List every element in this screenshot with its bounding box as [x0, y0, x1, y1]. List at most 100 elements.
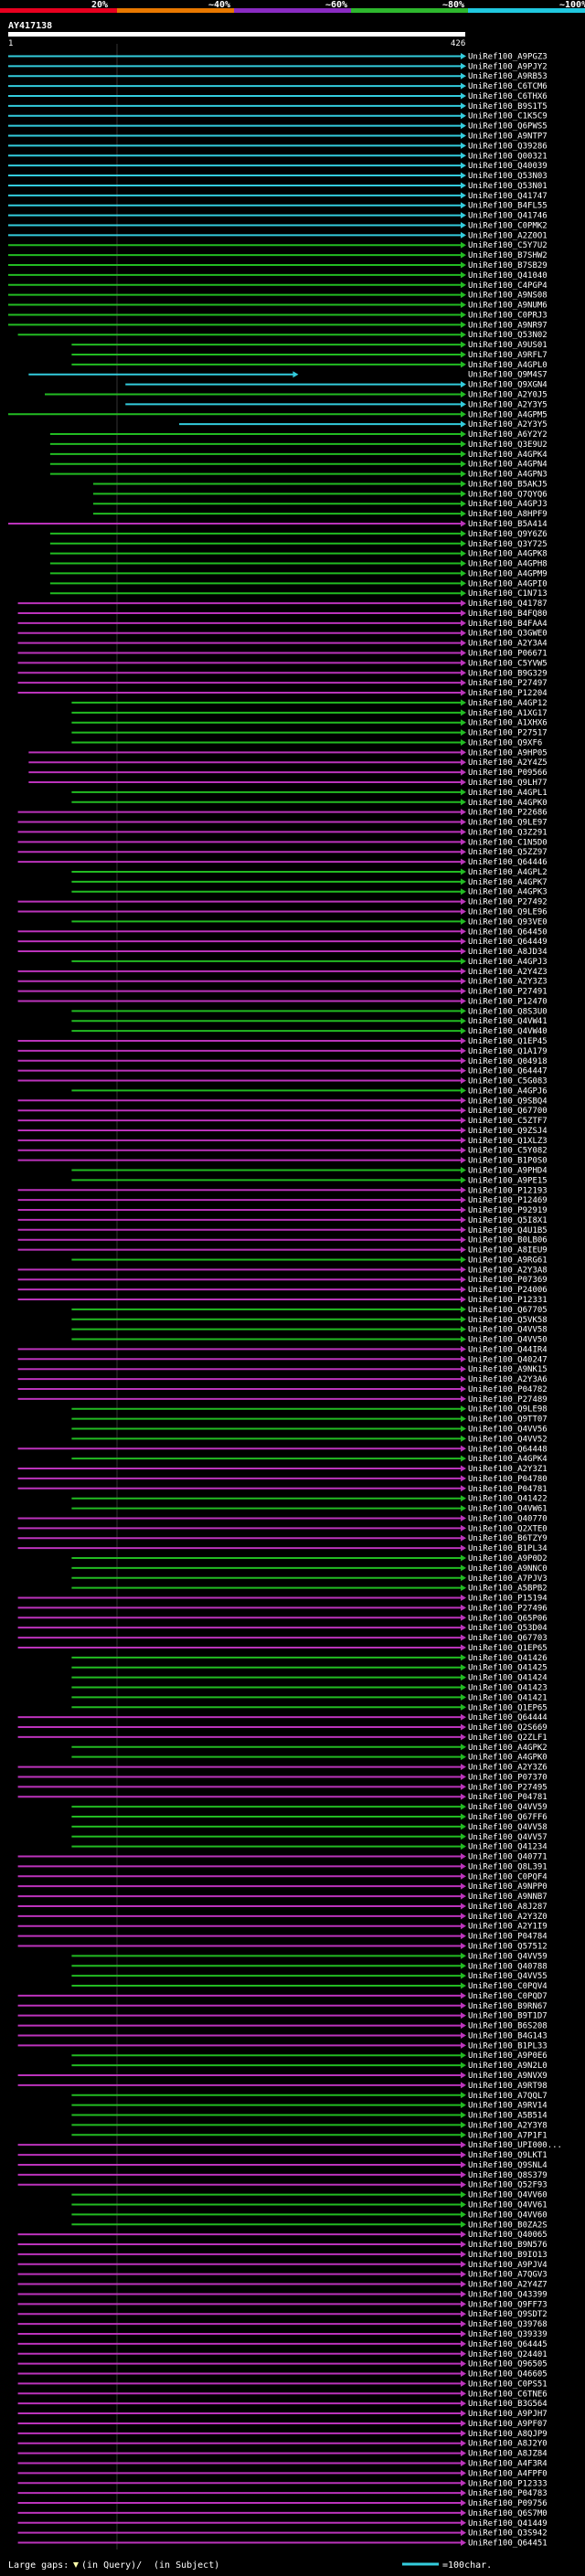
hit-label[interactable]: UniRef100_Q1EP65 — [468, 1644, 548, 1653]
hit-label[interactable]: UniRef100_A4GPL2 — [468, 868, 548, 877]
hit-label[interactable]: UniRef100_Q40065 — [468, 2231, 548, 2240]
hit-label[interactable]: UniRef100_A4GPJ6 — [468, 1087, 548, 1096]
hit-label[interactable]: UniRef100_Q8L391 — [468, 1862, 548, 1871]
hit-label[interactable]: UniRef100_A2Y3Z1 — [468, 1465, 548, 1474]
hit-label[interactable]: UniRef100_Q40247 — [468, 1355, 548, 1364]
hit-label[interactable]: UniRef100_A4GPK2 — [468, 1744, 548, 1753]
hit-label[interactable]: UniRef100_Q39339 — [468, 2330, 548, 2339]
hit-label[interactable]: UniRef100_Q9LKT1 — [468, 2151, 548, 2160]
hit-label[interactable]: UniRef100_Q64450 — [468, 928, 548, 937]
hit-label[interactable]: UniRef100_B9T1D7 — [468, 2012, 548, 2021]
hit-label[interactable]: UniRef100_Q64449 — [468, 938, 548, 947]
hit-label[interactable]: UniRef100_Q41449 — [468, 2519, 548, 2528]
hit-label[interactable]: UniRef100_A9NS08 — [468, 292, 548, 301]
hit-label[interactable]: UniRef100_Q5VK58 — [468, 1316, 548, 1325]
hit-label[interactable]: UniRef100_A2Y3Z6 — [468, 1764, 548, 1773]
hit-label[interactable]: UniRef100_A2Y0J5 — [468, 391, 548, 400]
hit-label[interactable]: UniRef100_A8JZ84 — [468, 2450, 548, 2459]
hit-label[interactable]: UniRef100_A7QGV3 — [468, 2271, 548, 2280]
hit-label[interactable]: UniRef100_A9PF07 — [468, 2420, 548, 2429]
hit-label[interactable]: UniRef100_Q41421 — [468, 1693, 548, 1702]
hit-label[interactable]: UniRef100_A9RFL7 — [468, 351, 548, 360]
hit-label[interactable]: UniRef100_B6TZY9 — [468, 1534, 548, 1543]
hit-label[interactable]: UniRef100_C5Y7U2 — [468, 241, 548, 250]
hit-label[interactable]: UniRef100_Q41787 — [468, 599, 548, 609]
hit-label[interactable]: UniRef100_Q65P06 — [468, 1614, 548, 1623]
hit-label[interactable]: UniRef100_Q40770 — [468, 1514, 548, 1523]
hit-label[interactable]: UniRef100_A7P1F1 — [468, 2131, 548, 2140]
hit-label[interactable]: UniRef100_P12470 — [468, 997, 548, 1006]
hit-label[interactable]: UniRef100_Q9XF6 — [468, 738, 542, 747]
hit-label[interactable]: UniRef100_A4GPJ3 — [468, 500, 548, 509]
hit-label[interactable]: UniRef100_A4GPK7 — [468, 878, 548, 887]
hit-label[interactable]: UniRef100_Q9SBQ4 — [468, 1097, 548, 1106]
hit-label[interactable]: UniRef100_A4GPM9 — [468, 569, 548, 578]
hit-label[interactable]: UniRef100_B0LB06 — [468, 1236, 548, 1246]
hit-label[interactable]: UniRef100_B4FQ80 — [468, 610, 548, 619]
hit-label[interactable]: UniRef100_A9PJV4 — [468, 2261, 548, 2270]
hit-label[interactable]: UniRef100_Q40039 — [468, 162, 548, 171]
hit-label[interactable]: UniRef100_A4FPF0 — [468, 2469, 548, 2478]
hit-label[interactable]: UniRef100_P12331 — [468, 1296, 548, 1305]
hit-label[interactable]: UniRef100_A2Y3Y8 — [468, 2121, 548, 2130]
hit-label[interactable]: UniRef100_Q67700 — [468, 1107, 548, 1116]
hit-label[interactable]: UniRef100_B1P0S0 — [468, 1157, 548, 1166]
hit-label[interactable]: UniRef100_Q4VV59 — [468, 1952, 548, 1961]
hit-label[interactable]: UniRef100_Q4VW40 — [468, 1027, 548, 1036]
hit-label[interactable]: UniRef100_A4GPN3 — [468, 471, 548, 480]
hit-label[interactable]: UniRef100_Q4VV58 — [468, 1823, 548, 1832]
hit-label[interactable]: UniRef100_A9N2L0 — [468, 2062, 548, 2071]
hit-label[interactable]: UniRef100_Q96505 — [468, 2360, 548, 2369]
hit-label[interactable]: UniRef100_C0PQF4 — [468, 1872, 548, 1882]
hit-label[interactable]: UniRef100_A4GPH8 — [468, 560, 548, 569]
hit-label[interactable]: UniRef100_Q52F93 — [468, 2181, 548, 2190]
hit-label[interactable]: UniRef100_B4FAA4 — [468, 620, 548, 629]
hit-label[interactable]: UniRef100_A4GPK4 — [468, 451, 548, 460]
hit-label[interactable]: UniRef100_A9P0E6 — [468, 2051, 548, 2061]
hit-label[interactable]: UniRef100_Q3GWE0 — [468, 630, 548, 639]
hit-label[interactable]: UniRef100_A9PJY2 — [468, 62, 548, 71]
hit-label[interactable]: UniRef100_A4GPK4 — [468, 1455, 548, 1464]
hit-label[interactable]: UniRef100_Q24401 — [468, 2350, 548, 2359]
hit-label[interactable]: UniRef100_P04780 — [468, 1475, 548, 1484]
hit-label[interactable]: UniRef100_A2Y3A8 — [468, 1266, 548, 1275]
hit-label[interactable]: UniRef100_Q64446 — [468, 858, 548, 867]
hit-label[interactable]: UniRef100_Q41746 — [468, 212, 548, 221]
hit-label[interactable]: UniRef100_A9NTP7 — [468, 133, 548, 142]
hit-label[interactable]: UniRef100_A9NPP0 — [468, 1882, 548, 1892]
hit-label[interactable]: UniRef100_Q67705 — [468, 1306, 548, 1315]
hit-label[interactable]: UniRef100_Q41426 — [468, 1654, 548, 1663]
hit-label[interactable]: UniRef100_Q44IR4 — [468, 1345, 548, 1354]
hit-label[interactable]: UniRef100_Q64445 — [468, 2340, 548, 2349]
hit-label[interactable]: UniRef100_Q6S7M0 — [468, 2509, 548, 2518]
hit-label[interactable]: UniRef100_A2Y3Y5 — [468, 400, 548, 409]
hit-label[interactable]: UniRef100_C5ZTF7 — [468, 1117, 548, 1126]
hit-label[interactable]: UniRef100_Q4U1B5 — [468, 1226, 548, 1235]
hit-label[interactable]: UniRef100_Q9Y6Z6 — [468, 530, 548, 539]
hit-label[interactable]: UniRef100_Q4VV56 — [468, 1425, 548, 1434]
hit-label[interactable]: UniRef100_B5AKJ5 — [468, 480, 548, 489]
hit-label[interactable]: UniRef100_A4GPI0 — [468, 579, 548, 588]
hit-label[interactable]: UniRef100_A2Y3Y5 — [468, 420, 548, 429]
hit-label[interactable]: UniRef100_Q3Y725 — [468, 540, 548, 549]
hit-label[interactable]: UniRef100_A2Z0O1 — [468, 231, 548, 240]
hit-label[interactable]: UniRef100_A9RV14 — [468, 2102, 548, 2111]
hit-label[interactable]: UniRef100_Q41424 — [468, 1674, 548, 1683]
hit-label[interactable]: UniRef100_P07369 — [468, 1276, 548, 1285]
hit-label[interactable]: UniRef100_A9NNC0 — [468, 1564, 548, 1574]
hit-label[interactable]: UniRef100_A2Y3Z0 — [468, 1913, 548, 1922]
hit-label[interactable]: UniRef100_Q2ZLF1 — [468, 1733, 548, 1743]
hit-label[interactable]: UniRef100_Q9SDT2 — [468, 2310, 548, 2319]
hit-label[interactable]: UniRef100_P04781 — [468, 1485, 548, 1494]
hit-label[interactable]: UniRef100_B7SHW2 — [468, 251, 548, 260]
hit-label[interactable]: UniRef100_Q40771 — [468, 1853, 548, 1862]
hit-label[interactable]: UniRef100_Q9LE96 — [468, 908, 548, 917]
hit-label[interactable]: UniRef100_B9N576 — [468, 2241, 548, 2250]
hit-label[interactable]: UniRef100_A2Y1I9 — [468, 1923, 548, 1932]
hit-label[interactable]: UniRef100_Q1A179 — [468, 1047, 548, 1056]
hit-label[interactable]: UniRef100_B4FL55 — [468, 202, 548, 211]
hit-label[interactable]: UniRef100_Q3E9U2 — [468, 440, 548, 450]
hit-label[interactable]: UniRef100_Q4VV59 — [468, 1803, 548, 1812]
hit-label[interactable]: UniRef100_A9RB53 — [468, 72, 548, 81]
hit-label[interactable]: UniRef100_A1XG17 — [468, 709, 548, 718]
